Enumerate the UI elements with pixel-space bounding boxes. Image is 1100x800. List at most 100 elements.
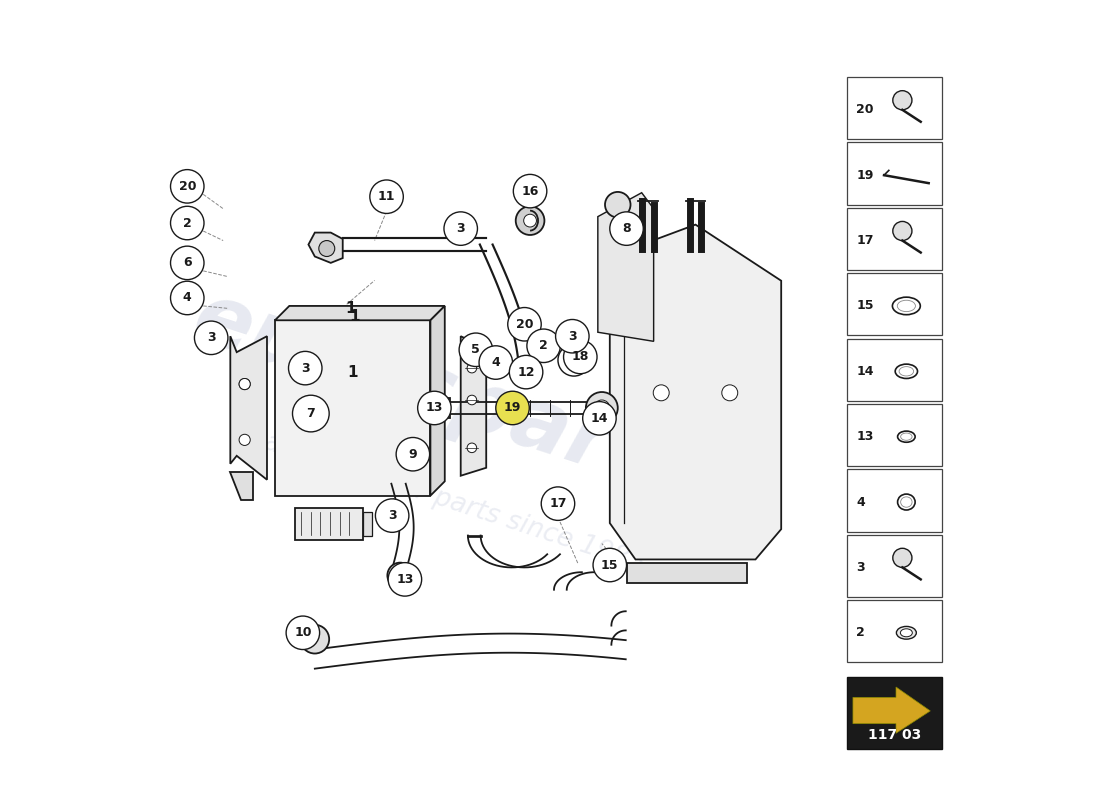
Text: 17: 17 [856, 234, 873, 247]
Text: 3: 3 [856, 561, 865, 574]
Circle shape [509, 355, 542, 389]
Circle shape [239, 434, 250, 446]
Circle shape [893, 222, 912, 241]
FancyBboxPatch shape [275, 320, 430, 496]
Text: 13: 13 [856, 430, 873, 443]
Circle shape [468, 443, 476, 453]
Text: 19: 19 [504, 402, 521, 414]
Text: 16: 16 [521, 185, 539, 198]
Circle shape [468, 363, 476, 373]
Circle shape [893, 548, 912, 567]
Circle shape [541, 487, 574, 520]
Text: 18: 18 [572, 350, 588, 363]
Text: 4: 4 [856, 495, 865, 509]
Polygon shape [430, 306, 444, 496]
Circle shape [396, 438, 430, 471]
Circle shape [524, 214, 537, 227]
FancyBboxPatch shape [295, 508, 363, 539]
Text: 1: 1 [345, 301, 356, 316]
Text: 3: 3 [207, 331, 216, 344]
Text: 2: 2 [183, 217, 191, 230]
FancyBboxPatch shape [847, 404, 943, 466]
FancyBboxPatch shape [847, 534, 943, 597]
Polygon shape [275, 306, 444, 320]
Text: 8: 8 [623, 222, 630, 235]
Text: 12: 12 [517, 366, 535, 378]
Circle shape [170, 170, 204, 203]
FancyBboxPatch shape [847, 600, 943, 662]
Circle shape [432, 402, 444, 414]
Circle shape [594, 400, 609, 416]
Circle shape [563, 340, 597, 374]
Polygon shape [230, 336, 267, 480]
FancyBboxPatch shape [847, 678, 943, 749]
Circle shape [195, 321, 228, 354]
Circle shape [388, 562, 421, 596]
Circle shape [170, 246, 204, 280]
Text: 14: 14 [591, 412, 608, 425]
Text: 7: 7 [307, 407, 316, 420]
FancyBboxPatch shape [847, 470, 943, 531]
FancyBboxPatch shape [363, 512, 372, 535]
Text: 3: 3 [388, 509, 396, 522]
Polygon shape [308, 233, 343, 263]
Text: 3: 3 [456, 222, 465, 235]
Text: 4: 4 [183, 291, 191, 305]
Text: 20: 20 [856, 103, 873, 116]
Text: 4: 4 [492, 356, 500, 369]
Text: 11: 11 [377, 190, 395, 203]
Circle shape [375, 499, 409, 532]
Circle shape [468, 395, 476, 405]
Circle shape [605, 192, 630, 218]
Circle shape [288, 351, 322, 385]
Circle shape [653, 385, 669, 401]
Ellipse shape [901, 629, 912, 637]
Text: 3: 3 [568, 330, 576, 342]
Circle shape [496, 391, 529, 425]
Circle shape [558, 344, 590, 376]
Text: 20: 20 [516, 318, 534, 330]
Text: a passion for parts since 1985: a passion for parts since 1985 [261, 430, 648, 578]
Circle shape [514, 174, 547, 208]
FancyBboxPatch shape [427, 398, 450, 418]
Text: 17: 17 [549, 497, 566, 510]
Circle shape [586, 392, 618, 424]
Text: 9: 9 [408, 448, 417, 461]
Text: eurospares: eurospares [183, 277, 726, 523]
Polygon shape [597, 193, 653, 342]
Text: 5: 5 [472, 343, 481, 356]
Circle shape [459, 333, 493, 366]
Circle shape [478, 346, 513, 379]
Circle shape [444, 212, 477, 246]
Circle shape [418, 391, 451, 425]
Polygon shape [230, 472, 253, 500]
Circle shape [239, 378, 250, 390]
FancyBboxPatch shape [847, 142, 943, 205]
Text: 1: 1 [348, 366, 358, 380]
Polygon shape [461, 336, 486, 476]
Circle shape [300, 625, 329, 654]
Circle shape [170, 206, 204, 240]
Polygon shape [609, 225, 781, 559]
Circle shape [395, 570, 406, 581]
Text: 15: 15 [601, 558, 618, 571]
Text: 20: 20 [178, 180, 196, 193]
Circle shape [722, 385, 738, 401]
Text: 14: 14 [856, 365, 873, 378]
Circle shape [583, 402, 616, 435]
Circle shape [508, 307, 541, 341]
FancyBboxPatch shape [847, 274, 943, 335]
FancyBboxPatch shape [627, 563, 747, 583]
Circle shape [593, 548, 627, 582]
Text: 13: 13 [426, 402, 443, 414]
Text: 117 03: 117 03 [868, 728, 921, 742]
Text: 19: 19 [856, 169, 873, 182]
Circle shape [387, 562, 412, 588]
FancyBboxPatch shape [847, 338, 943, 401]
FancyBboxPatch shape [847, 208, 943, 270]
Circle shape [286, 616, 320, 650]
Polygon shape [852, 687, 931, 734]
Text: 3: 3 [301, 362, 309, 374]
Text: 10: 10 [294, 626, 311, 639]
Circle shape [609, 212, 644, 246]
